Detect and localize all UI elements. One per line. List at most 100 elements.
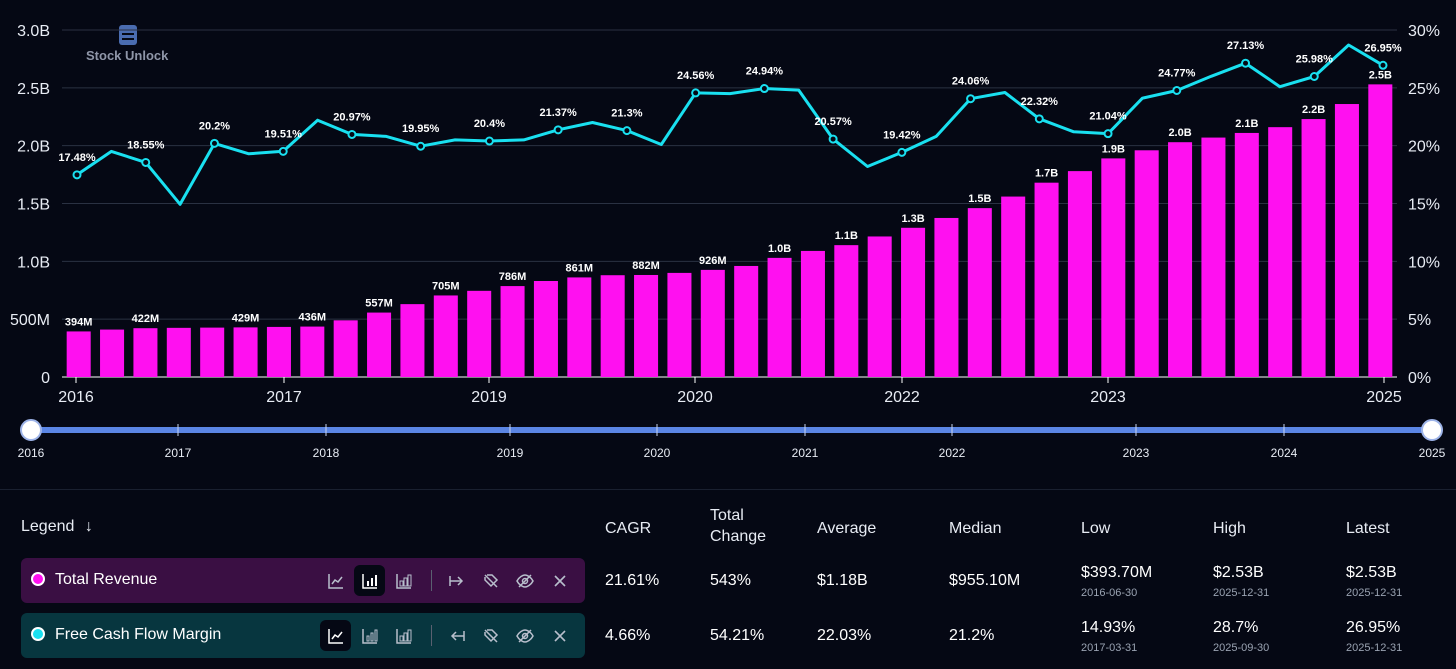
bar-data-label: 1.1B <box>835 230 858 242</box>
col-latest: Latest <box>1346 520 1390 537</box>
line-data-label: 22.32% <box>1021 96 1059 108</box>
tag-off-icon[interactable] <box>475 620 506 651</box>
bar <box>1268 127 1293 377</box>
legend-row-fcf-margin[interactable]: Free Cash Flow Margin <box>21 613 585 658</box>
row2-low: 14.93% <box>1081 619 1136 636</box>
bar <box>400 304 425 377</box>
watermark-text: Stock Unlock <box>86 48 169 63</box>
bar <box>700 269 725 377</box>
line-point <box>141 157 151 167</box>
row1-low-date: 2016-06-30 <box>1081 587 1138 599</box>
line-chart-icon[interactable] <box>320 620 351 651</box>
bar-data-label: 2.1B <box>1235 118 1258 130</box>
bar <box>1034 182 1059 377</box>
range-slider[interactable]: 2016 2017 2018 2019 2020 2021 2022 2023 2024 2025 <box>0 410 1456 470</box>
bar <box>767 257 792 377</box>
slider-track[interactable] <box>31 427 1432 433</box>
bar <box>367 312 392 377</box>
axis-right-icon[interactable] <box>441 565 472 596</box>
line-point <box>1034 114 1044 124</box>
line-data-label: 20.2% <box>199 120 230 132</box>
bar <box>1334 104 1359 377</box>
combo-chart: 0 0% 500M 5% 1.0B 10% 1.5B 15% 2.0B 20% 2.5B 25% 3.0… <box>10 23 1440 406</box>
close-icon[interactable] <box>544 620 575 651</box>
line-data-label: 19.42% <box>883 129 921 141</box>
close-icon[interactable] <box>544 565 575 596</box>
line-data-label: 27.13% <box>1227 40 1265 52</box>
y-left-tick-label: 0 <box>41 370 50 387</box>
bar <box>200 327 225 377</box>
line-data-label: 17.48% <box>58 152 96 164</box>
col-low: Low <box>1081 520 1111 537</box>
bar <box>634 274 659 377</box>
arrow-down-icon: ↓ <box>84 518 93 535</box>
line-point <box>347 129 357 139</box>
tag-off-icon[interactable] <box>475 565 506 596</box>
eye-off-icon[interactable] <box>509 620 540 651</box>
row1-latest: $2.53B <box>1346 564 1397 581</box>
row2-latest: 26.95% <box>1346 619 1401 636</box>
bar <box>834 245 859 377</box>
bar-chart-icon[interactable] <box>354 620 385 651</box>
series-name: Total Revenue <box>55 571 158 588</box>
bar <box>1001 196 1026 377</box>
bar <box>66 331 91 377</box>
legend-title[interactable]: Legend ↓ <box>21 518 93 535</box>
x-tick-label: 2022 <box>884 389 920 406</box>
line-point <box>759 84 769 94</box>
row2-high: 28.7% <box>1213 619 1259 636</box>
slider-tick-label: 2021 <box>792 446 819 460</box>
slider-handle-end[interactable] <box>1421 419 1443 441</box>
axis-left-icon[interactable] <box>441 620 472 651</box>
series-name: Free Cash Flow Margin <box>55 626 222 643</box>
stock-unlock-logo-icon <box>119 25 137 45</box>
stacked-bar-icon[interactable] <box>388 620 419 651</box>
divider <box>0 489 1456 490</box>
bar-data-label: 557M <box>365 298 393 310</box>
eye-off-icon[interactable] <box>509 565 540 596</box>
bar <box>233 327 258 377</box>
col-high: High <box>1213 520 1246 537</box>
line-data-label: 24.06% <box>952 76 990 88</box>
slider-tick-label: 2022 <box>939 446 966 460</box>
row1-high: $2.53B <box>1213 564 1264 581</box>
bar <box>433 295 458 377</box>
slider-tick-label: 2016 <box>18 446 45 460</box>
slider-tick-label: 2024 <box>1271 446 1298 460</box>
x-tick-label: 2017 <box>266 389 302 406</box>
y-left-tick-label: 3.0B <box>17 23 50 40</box>
bar <box>467 290 492 377</box>
slider-tick-label: 2025 <box>1419 446 1446 460</box>
bar <box>1101 158 1126 377</box>
stacked-bar-icon[interactable] <box>388 565 419 596</box>
line-point <box>966 94 976 104</box>
line-point <box>553 125 563 135</box>
slider-tick-label: 2020 <box>644 446 671 460</box>
bar-data-label: 429M <box>232 312 260 324</box>
y-right-tick-label: 5% <box>1408 312 1431 329</box>
y-right-tick-label: 10% <box>1408 254 1440 271</box>
bar-data-label: 1.9B <box>1102 143 1125 155</box>
bar <box>800 250 825 377</box>
legend-row-total-revenue[interactable]: Total Revenue <box>21 558 585 603</box>
line-chart-icon[interactable] <box>320 565 351 596</box>
bar-data-label: 422M <box>132 313 160 325</box>
line-point <box>209 138 219 148</box>
slider-handle-start[interactable] <box>20 419 42 441</box>
line-data-label: 21.04% <box>1089 111 1127 123</box>
bar <box>333 320 358 377</box>
y-left-tick-label: 2.0B <box>17 139 50 156</box>
row1-latest-date: 2025-12-31 <box>1346 587 1403 599</box>
bar-data-label: 394M <box>65 316 93 328</box>
row2-average: 22.03% <box>817 627 872 644</box>
line-point <box>1309 71 1319 81</box>
y-right-tick-label: 30% <box>1408 23 1440 40</box>
y-left-tick-label: 1.5B <box>17 197 50 214</box>
line-point <box>828 134 838 144</box>
bar-chart-icon[interactable] <box>354 565 385 596</box>
bar-data-label: 436M <box>299 312 327 324</box>
line-data-label: 20.97% <box>333 111 371 123</box>
bar <box>500 286 525 377</box>
line-point <box>622 126 632 136</box>
bar <box>734 265 759 377</box>
